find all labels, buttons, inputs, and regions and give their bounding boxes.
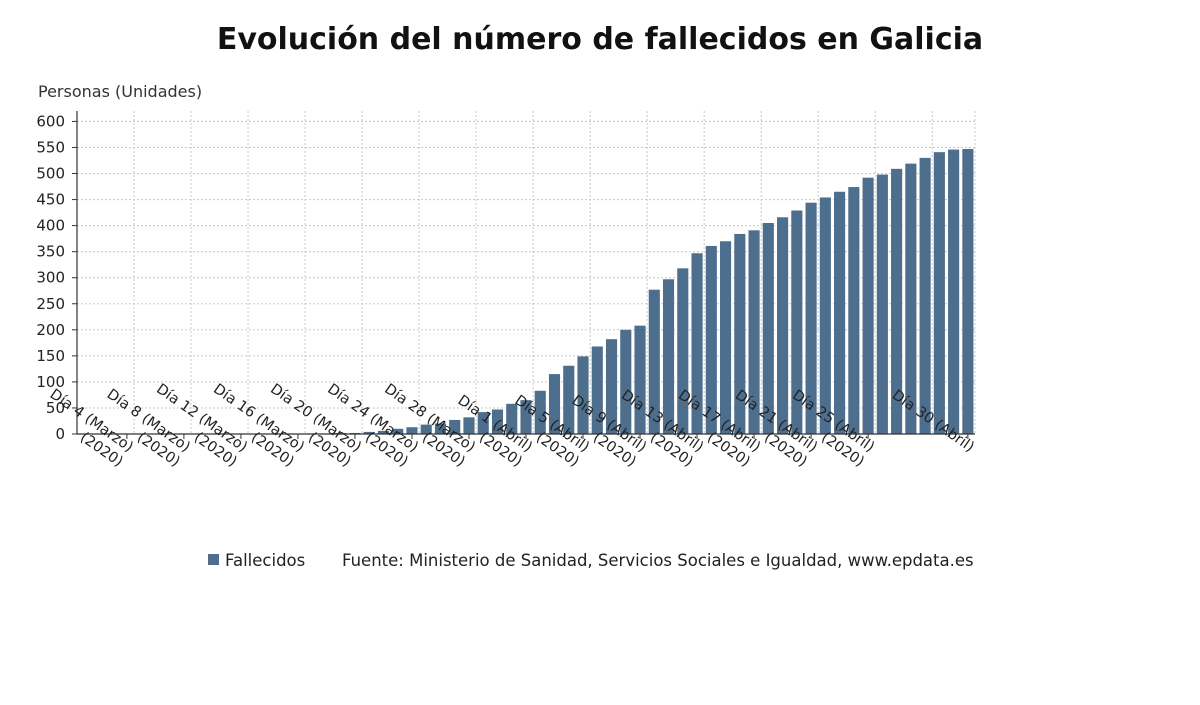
y-ticks: 0 50 100 150 200 250 300 350 400 450 500 550 600 bbox=[36, 112, 77, 443]
bar bbox=[819, 197, 831, 434]
bar bbox=[463, 417, 475, 434]
bar bbox=[634, 325, 646, 434]
bar bbox=[777, 217, 789, 434]
legend-swatch-fallecidos bbox=[208, 554, 219, 565]
bar bbox=[406, 427, 418, 434]
bar bbox=[962, 149, 974, 434]
legend-label-fallecidos: Fallecidos bbox=[225, 551, 305, 570]
legend: Fallecidos Fuente: Ministerio de Sanidad… bbox=[208, 551, 974, 570]
y-tick-label: 600 bbox=[36, 112, 65, 130]
bar bbox=[862, 177, 874, 434]
bar bbox=[477, 412, 489, 434]
bar bbox=[662, 279, 675, 434]
y-tick-label: 0 bbox=[55, 425, 65, 443]
bar bbox=[605, 339, 618, 434]
bar bbox=[434, 423, 447, 434]
bar bbox=[506, 403, 518, 434]
bar bbox=[591, 346, 603, 434]
bar bbox=[762, 223, 774, 434]
bar bbox=[791, 210, 803, 434]
bar bbox=[534, 390, 546, 434]
y-tick-label: 250 bbox=[36, 295, 65, 313]
y-tick-label: 500 bbox=[36, 165, 65, 183]
bar bbox=[905, 163, 917, 434]
bar bbox=[719, 241, 732, 434]
bar bbox=[577, 356, 589, 434]
bar bbox=[548, 374, 561, 434]
bar bbox=[805, 202, 817, 434]
source-note: Fuente: Ministerio de Sanidad, Servicios… bbox=[342, 551, 974, 570]
bar bbox=[919, 157, 931, 435]
bar bbox=[705, 245, 717, 434]
bar bbox=[691, 253, 703, 434]
y-tick-label: 400 bbox=[36, 217, 65, 235]
bar bbox=[363, 431, 375, 434]
bar bbox=[648, 289, 660, 434]
y-axis-label: Personas (Unidades) bbox=[38, 82, 202, 101]
y-tick-label: 200 bbox=[36, 321, 65, 339]
bar bbox=[620, 329, 632, 434]
chart-title: Evolución del número de fallecidos en Ga… bbox=[216, 22, 984, 57]
bars bbox=[306, 149, 974, 435]
bar bbox=[734, 233, 746, 434]
y-tick-label: 50 bbox=[46, 399, 65, 417]
bar bbox=[563, 365, 575, 434]
y-tick-label: 450 bbox=[36, 191, 65, 209]
bar bbox=[420, 424, 432, 434]
bar bbox=[948, 149, 960, 434]
bar bbox=[392, 428, 404, 434]
y-tick-label: 100 bbox=[36, 373, 65, 391]
bar bbox=[848, 187, 860, 434]
y-tick-label: 350 bbox=[36, 243, 65, 261]
bar bbox=[834, 191, 846, 434]
bar bbox=[520, 400, 532, 434]
grid bbox=[77, 111, 976, 434]
y-tick-label: 150 bbox=[36, 347, 65, 365]
bar bbox=[748, 230, 760, 434]
bar bbox=[933, 152, 945, 435]
y-tick-label: 550 bbox=[36, 138, 65, 156]
y-tick-label: 300 bbox=[36, 269, 65, 287]
bar bbox=[876, 174, 888, 435]
bar bbox=[891, 168, 903, 434]
bar bbox=[377, 430, 390, 434]
bar bbox=[677, 268, 689, 434]
bar bbox=[449, 419, 461, 434]
bar bbox=[491, 409, 504, 434]
